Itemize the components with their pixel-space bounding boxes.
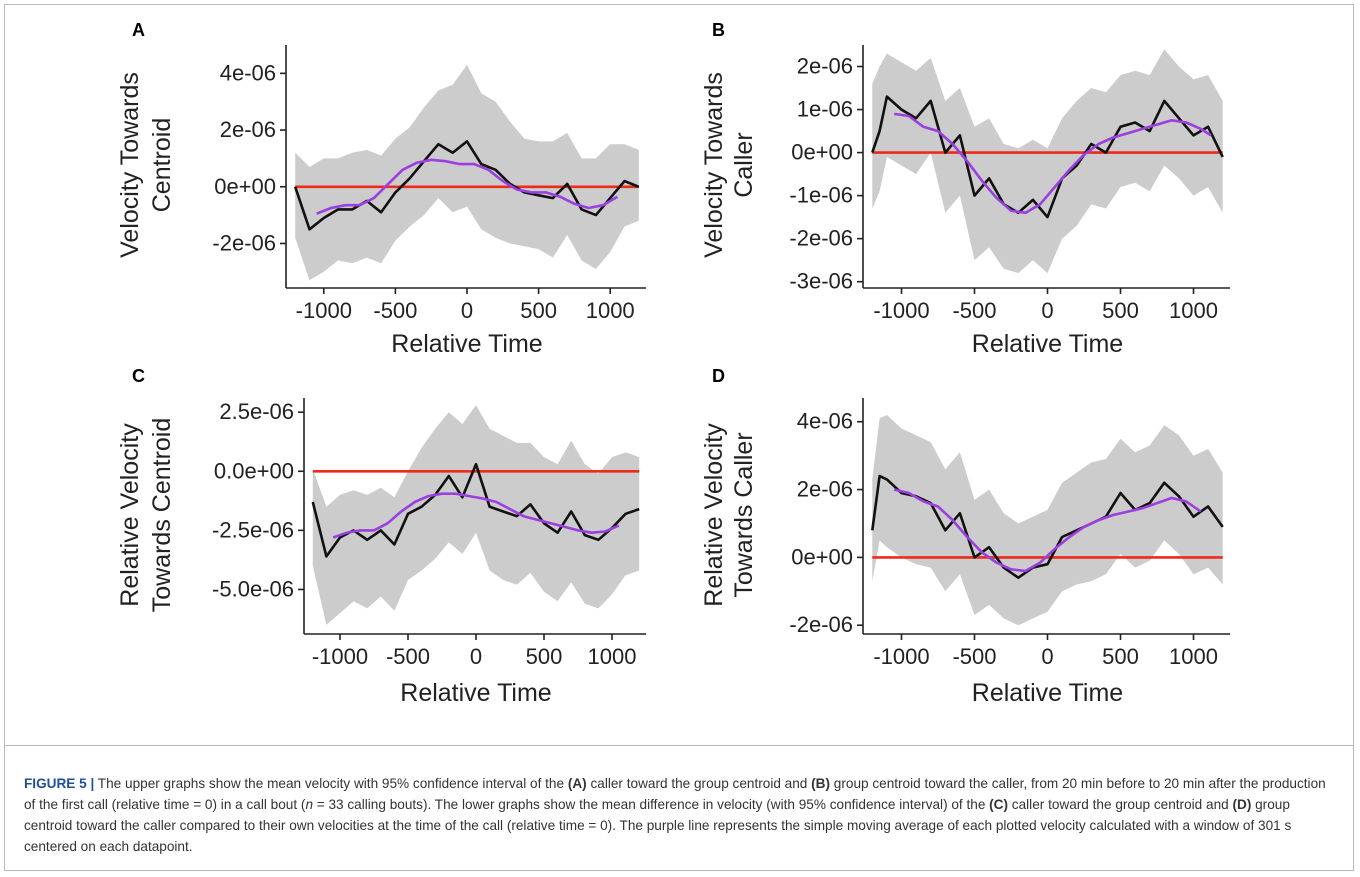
chart-panel-c: C -5.0e-06 -2.5e-06 0.0e+00 2.5e-06 -1000 -500…	[116, 366, 646, 707]
panel-letter: C	[132, 366, 145, 386]
x-axis-title: Relative Time	[972, 330, 1123, 358]
caption-text: = 33 calling bouts). The lower graphs sh…	[313, 797, 990, 812]
y-tick-label: -2.5e-06	[212, 517, 294, 542]
x-tick-label: 1000	[586, 298, 635, 323]
mean-velocity-line	[871, 95, 1224, 219]
caption-panel-ref: (B)	[811, 776, 831, 791]
chart-panel-a: A -2e-06 0e+00 2e-06 4e-06 -1000 -500 0 500 1000 R…	[116, 20, 646, 358]
x-tick-label: -1000	[312, 644, 368, 669]
x-tick-label: 1000	[588, 644, 637, 669]
y-axis-title: Towards Caller	[730, 432, 758, 597]
chart-panel-d: D -2e-06 0e+00 2e-06 4e-06 -1000 -500 0 500 1000 R…	[700, 366, 1230, 707]
y-tick-label: -2e-06	[789, 612, 853, 637]
x-axis-title: Relative Time	[972, 679, 1123, 707]
caption-text: group centroid toward the caller compare…	[24, 797, 1292, 854]
y-tick-label: 0e+00	[791, 140, 853, 165]
y-tick-label: 2e-06	[220, 117, 276, 142]
y-tick-label: 4e-06	[797, 409, 853, 434]
panel-letter: D	[712, 366, 725, 386]
moving-average-line	[332, 492, 620, 539]
y-tick-label: -1e-06	[789, 183, 853, 208]
y-tick-label: 2e-06	[797, 477, 853, 502]
caption-panel-ref: (A)	[567, 776, 587, 791]
x-tick-label: -500	[373, 298, 417, 323]
moving-average-line	[894, 112, 1212, 215]
x-tick-label: 0	[1041, 644, 1053, 669]
y-tick-label: 0.0e+00	[214, 458, 294, 483]
x-tick-label: 1000	[1169, 644, 1218, 669]
x-tick-label: 500	[520, 298, 557, 323]
mean-velocity-line	[293, 140, 640, 231]
x-tick-label: -500	[386, 644, 430, 669]
confidence-band	[872, 415, 1223, 626]
caption-text: group centroid toward the caller, from 2…	[24, 776, 1326, 812]
x-tick-label: 0	[461, 298, 473, 323]
y-tick-label: -2e-06	[212, 230, 276, 255]
x-tick-label: -1000	[296, 298, 352, 323]
x-tick-label: 500	[1102, 298, 1139, 323]
x-tick-label: -1000	[873, 298, 929, 323]
caption-divider	[4, 745, 1354, 746]
y-axis-title: Centroid	[148, 118, 176, 213]
x-tick-label: -500	[952, 644, 996, 669]
figure-label: FIGURE 5 |	[24, 776, 95, 791]
x-axis-title: Relative Time	[391, 330, 542, 358]
x-tick-label: -1000	[873, 644, 929, 669]
caption-panel-ref: (D)	[1232, 797, 1252, 812]
y-tick-label: 2.5e-06	[219, 399, 294, 424]
y-axis-title: Relative Velocity	[116, 423, 144, 607]
x-tick-label: 1000	[1169, 298, 1218, 323]
y-tick-label: 2e-06	[797, 54, 853, 79]
y-tick-label: 0e+00	[791, 544, 853, 569]
y-tick-label: 4e-06	[220, 60, 276, 85]
panel-letter: A	[132, 20, 145, 40]
x-tick-label: 0	[1041, 298, 1053, 323]
y-tick-label: 0e+00	[214, 174, 276, 199]
caption-text: caller toward the group centroid and	[586, 776, 812, 791]
figure-caption: FIGURE 5 | The upper graphs show the mea…	[24, 773, 1334, 857]
confidence-band	[312, 405, 640, 625]
x-tick-label: 500	[1102, 644, 1139, 669]
moving-average-line	[893, 488, 1202, 573]
figure-plots: A -2e-06 0e+00 2e-06 4e-06 -1000 -500 0 500 1000 R…	[116, 20, 1230, 707]
caption-text: The upper graphs show the mean velocity …	[94, 776, 568, 791]
panel-letter: B	[712, 20, 725, 40]
y-tick-label: -5.0e-06	[212, 576, 294, 601]
y-axis-title: Relative Velocity	[700, 423, 728, 607]
confidence-band	[295, 64, 639, 281]
mean-velocity-line	[311, 462, 640, 558]
x-tick-label: -500	[952, 298, 996, 323]
y-tick-label: -2e-06	[789, 226, 853, 251]
x-axis-title: Relative Time	[400, 679, 551, 707]
caption-text: n	[305, 797, 313, 812]
y-axis-title: Towards Centroid	[148, 418, 176, 613]
x-tick-label: 500	[526, 644, 563, 669]
chart-panel-b: B -3e-06 -2e-06 -1e-06 0e+00 1e-06 2e-06 -1000-…	[700, 20, 1230, 358]
x-tick-label: 0	[470, 644, 482, 669]
y-tick-label: 1e-06	[797, 97, 853, 122]
caption-panel-ref: (C)	[989, 797, 1009, 812]
y-axis-title: Velocity Towards	[116, 72, 144, 258]
y-axis-title: Velocity Towards	[700, 72, 728, 258]
y-axis-title: Caller	[730, 132, 758, 197]
caption-text: caller toward the group centroid and	[1008, 797, 1233, 812]
y-tick-label: -3e-06	[789, 269, 853, 294]
moving-average-line	[316, 158, 619, 215]
confidence-band	[872, 49, 1223, 274]
